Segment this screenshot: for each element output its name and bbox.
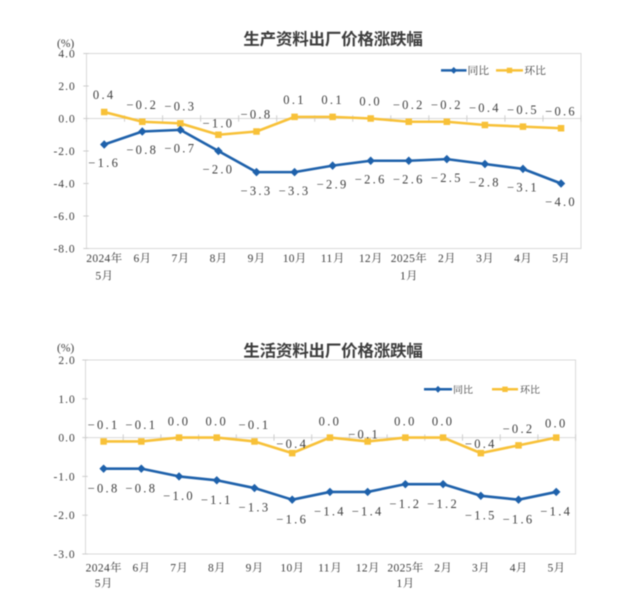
svg-text:10: 10 [283, 253, 295, 265]
svg-text:−0.2: −0.2 [126, 98, 158, 112]
svg-text:4.0: 4.0 [58, 49, 75, 61]
svg-text:2.0: 2.0 [58, 355, 75, 367]
svg-text:2024: 2024 [86, 563, 110, 575]
svg-text:−2.5: −2.5 [431, 171, 463, 185]
svg-text:−1.6: −1.6 [276, 512, 308, 526]
svg-text:9: 9 [246, 563, 252, 575]
svg-text:-3.0: -3.0 [53, 549, 75, 561]
svg-text:5: 5 [547, 563, 553, 575]
svg-text:1: 1 [397, 578, 403, 590]
svg-text:−2.8: −2.8 [469, 176, 501, 190]
svg-text:-4.0: -4.0 [53, 179, 75, 191]
svg-text:(%): (%) [57, 343, 74, 355]
svg-text:1: 1 [400, 271, 406, 283]
svg-text:5: 5 [552, 253, 558, 265]
svg-text:−1.4: −1.4 [540, 505, 572, 519]
svg-text:0.1: 0.1 [321, 93, 344, 107]
svg-text:−3.1: −3.1 [507, 181, 539, 195]
svg-text:2: 2 [438, 253, 444, 265]
svg-text:2.0: 2.0 [58, 81, 75, 93]
svg-text:−3.3: −3.3 [241, 184, 273, 198]
svg-text:3: 3 [476, 253, 482, 265]
svg-text:−1.4: −1.4 [352, 505, 384, 519]
svg-text:0.0: 0.0 [58, 114, 75, 126]
svg-text:−1.4: −1.4 [314, 505, 346, 519]
svg-text:−0.2: −0.2 [393, 98, 425, 112]
svg-text:8: 8 [208, 563, 214, 575]
svg-text:2024: 2024 [86, 253, 110, 265]
svg-text:0.0: 0.0 [168, 414, 191, 428]
svg-text:−1.5: −1.5 [465, 509, 497, 523]
svg-text:5: 5 [95, 271, 101, 283]
svg-text:−2.6: −2.6 [355, 172, 387, 186]
svg-text:−0.2: −0.2 [503, 422, 535, 436]
svg-text:2025: 2025 [387, 563, 411, 575]
svg-text:7: 7 [170, 563, 176, 575]
svg-text:2: 2 [434, 563, 440, 575]
svg-text:−1.0: −1.0 [163, 489, 195, 503]
svg-text:2025: 2025 [391, 253, 415, 265]
svg-text:0.1: 0.1 [283, 93, 306, 107]
svg-text:-8.0: -8.0 [53, 244, 75, 256]
svg-text:−0.3: −0.3 [164, 100, 196, 114]
svg-text:−2.0: −2.0 [202, 163, 234, 177]
svg-text:0.0: 0.0 [205, 414, 228, 428]
svg-text:−1.3: −1.3 [239, 501, 271, 515]
svg-text:7: 7 [172, 253, 178, 265]
svg-text:0.0: 0.0 [58, 433, 75, 445]
svg-text:−0.8: −0.8 [126, 143, 158, 157]
svg-text:0.0: 0.0 [394, 414, 417, 428]
svg-text:−3.3: −3.3 [279, 184, 311, 198]
svg-text:−0.1: −0.1 [239, 418, 271, 432]
svg-text:−1.0: −1.0 [202, 117, 234, 131]
svg-text:−0.4: −0.4 [276, 437, 308, 451]
svg-text:4: 4 [514, 253, 520, 265]
svg-text:8: 8 [210, 253, 216, 265]
svg-text:4: 4 [510, 563, 516, 575]
svg-text:−0.2: −0.2 [431, 98, 463, 112]
svg-text:−0.1: −0.1 [88, 418, 120, 432]
svg-text:3: 3 [472, 563, 478, 575]
svg-text:−0.5: −0.5 [507, 103, 539, 117]
svg-text:12: 12 [356, 563, 368, 575]
svg-text:−0.8: −0.8 [241, 108, 273, 122]
svg-text:−1.6: −1.6 [88, 156, 120, 170]
svg-text:-6.0: -6.0 [53, 211, 75, 223]
svg-text:−0.1: −0.1 [348, 427, 380, 441]
svg-text:10: 10 [280, 563, 292, 575]
svg-text:5: 5 [95, 578, 101, 590]
svg-text:0.0: 0.0 [359, 95, 382, 109]
svg-text:−1.6: −1.6 [503, 512, 535, 526]
svg-text:−0.6: −0.6 [545, 104, 577, 118]
svg-text:0.0: 0.0 [432, 414, 455, 428]
svg-text:6: 6 [133, 563, 139, 575]
svg-text:−1.1: −1.1 [201, 493, 233, 507]
svg-text:11: 11 [318, 563, 330, 575]
svg-text:-2.0: -2.0 [53, 146, 75, 158]
svg-text:−1.2: −1.2 [427, 497, 459, 511]
svg-text:−4.0: −4.0 [545, 195, 577, 209]
svg-text:-1.0: -1.0 [53, 471, 75, 483]
svg-text:−2.6: −2.6 [393, 172, 425, 186]
svg-text:6: 6 [133, 253, 139, 265]
svg-text:−0.8: −0.8 [88, 481, 120, 495]
svg-text:12: 12 [359, 253, 371, 265]
svg-text:−0.8: −0.8 [125, 481, 157, 495]
svg-text:−2.9: −2.9 [317, 177, 349, 191]
svg-text:(%): (%) [57, 38, 74, 50]
svg-text:0.4: 0.4 [93, 88, 116, 102]
svg-text:11: 11 [321, 253, 333, 265]
svg-text:1.0: 1.0 [58, 394, 75, 406]
svg-text:−0.4: −0.4 [469, 101, 501, 115]
svg-text:−0.7: −0.7 [164, 142, 196, 156]
svg-text:9: 9 [248, 253, 254, 265]
svg-text:-2.0: -2.0 [53, 510, 75, 522]
svg-text:−0.1: −0.1 [125, 418, 157, 432]
svg-text:−0.4: −0.4 [465, 437, 497, 451]
svg-text:−1.2: −1.2 [389, 497, 421, 511]
svg-text:0.0: 0.0 [319, 414, 342, 428]
svg-text:0.0: 0.0 [545, 416, 568, 430]
